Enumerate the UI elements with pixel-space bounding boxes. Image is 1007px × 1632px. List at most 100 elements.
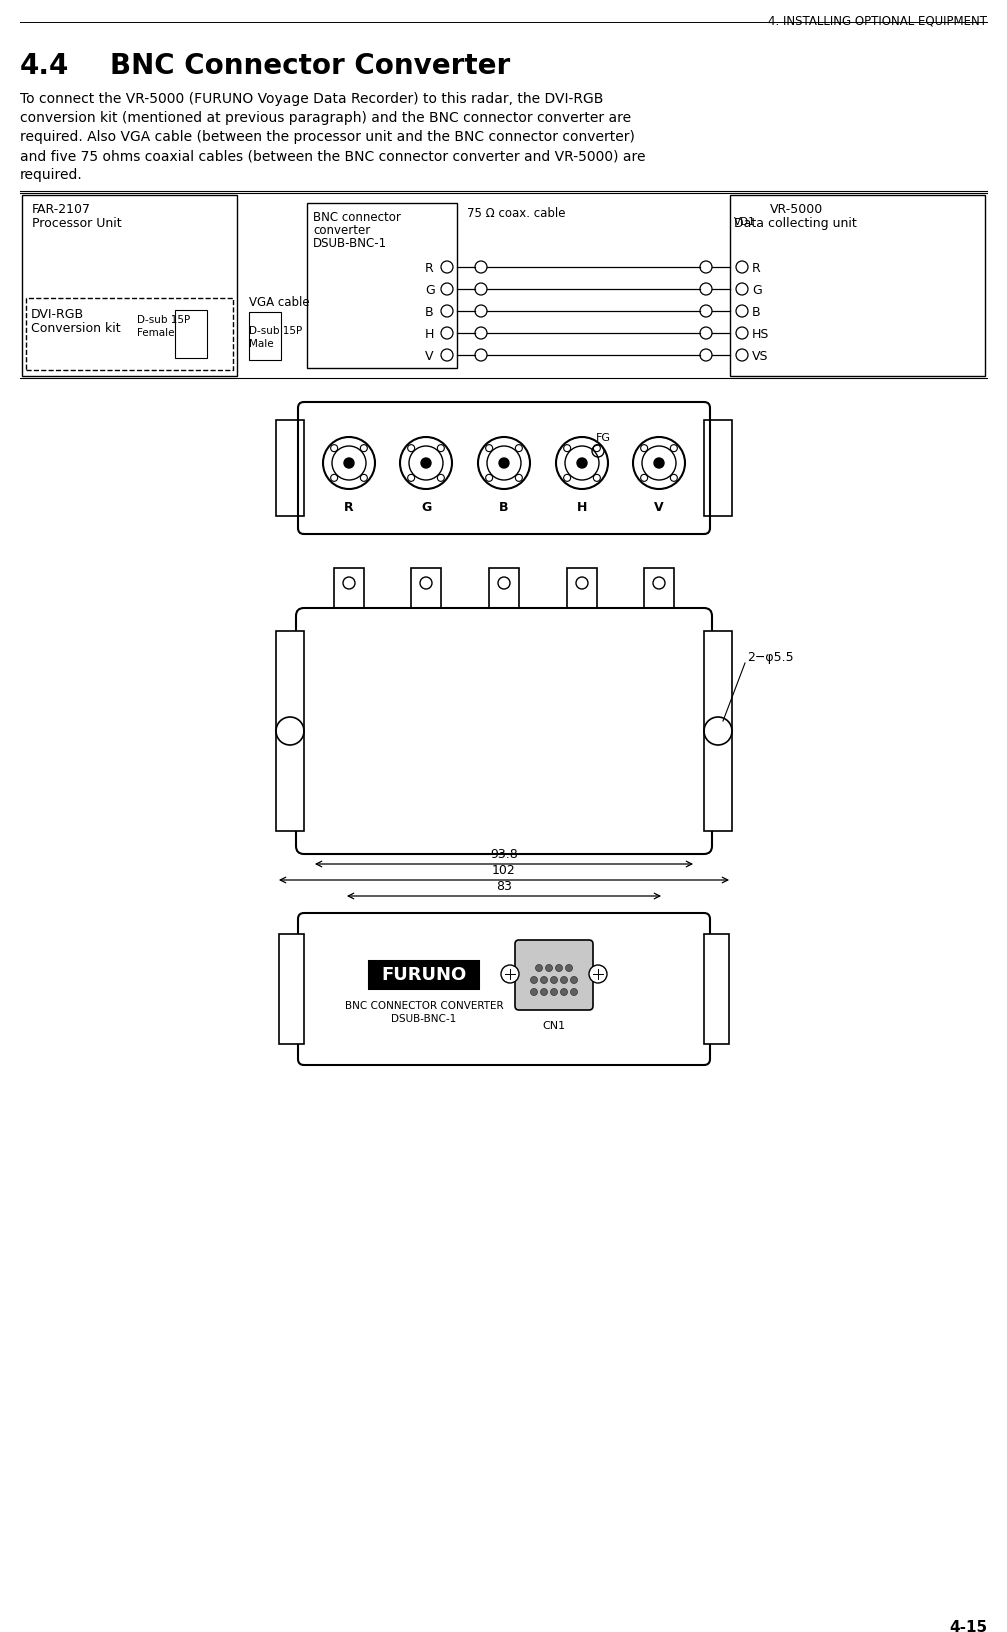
FancyBboxPatch shape — [515, 940, 593, 1010]
Text: converter: converter — [313, 224, 371, 237]
Circle shape — [556, 965, 563, 971]
Circle shape — [536, 965, 543, 971]
Circle shape — [531, 976, 538, 984]
Bar — [175, 310, 207, 357]
Circle shape — [408, 444, 415, 452]
Text: V: V — [655, 501, 664, 514]
Text: BNC Connector Converter: BNC Connector Converter — [110, 52, 511, 80]
Text: FURUNO: FURUNO — [382, 966, 466, 984]
Circle shape — [344, 459, 354, 468]
Circle shape — [499, 459, 509, 468]
Circle shape — [640, 475, 648, 481]
Text: 4.4: 4.4 — [20, 52, 69, 80]
Text: BNC CONNECTOR CONVERTER: BNC CONNECTOR CONVERTER — [344, 1000, 504, 1010]
Text: CN1: CN1 — [543, 1022, 566, 1031]
Text: 83: 83 — [496, 880, 512, 893]
Text: B: B — [425, 307, 434, 318]
Circle shape — [577, 459, 587, 468]
FancyBboxPatch shape — [296, 609, 712, 854]
Text: 75 Ω coax. cable: 75 Ω coax. cable — [467, 207, 566, 220]
Circle shape — [561, 976, 568, 984]
Circle shape — [531, 989, 538, 996]
Bar — [644, 568, 674, 615]
Text: 102: 102 — [492, 863, 516, 876]
Circle shape — [671, 475, 678, 481]
Bar — [276, 632, 304, 831]
Bar — [411, 568, 441, 615]
Text: V: V — [425, 349, 433, 362]
Circle shape — [571, 976, 577, 984]
Text: VR-5000: VR-5000 — [770, 202, 824, 215]
Text: VS: VS — [752, 349, 768, 362]
Circle shape — [361, 475, 368, 481]
Bar — [307, 202, 457, 367]
Text: conversion kit (mentioned at previous paragraph) and the BNC connector converter: conversion kit (mentioned at previous pa… — [20, 111, 631, 126]
Text: FAR-2107: FAR-2107 — [32, 202, 91, 215]
Text: Female: Female — [137, 328, 174, 338]
Circle shape — [654, 459, 664, 468]
Bar — [704, 934, 729, 1044]
Bar — [22, 194, 237, 375]
Circle shape — [421, 459, 431, 468]
Bar — [730, 194, 985, 375]
Bar — [334, 568, 364, 615]
Circle shape — [437, 475, 444, 481]
Circle shape — [566, 965, 573, 971]
Circle shape — [571, 989, 577, 996]
Circle shape — [361, 444, 368, 452]
Circle shape — [541, 989, 548, 996]
Circle shape — [546, 965, 553, 971]
Circle shape — [408, 475, 415, 481]
Text: R: R — [752, 263, 760, 276]
Text: VGA cable: VGA cable — [249, 295, 309, 308]
Text: VD1: VD1 — [734, 217, 755, 227]
Circle shape — [671, 444, 678, 452]
Text: Data collecting unit: Data collecting unit — [734, 217, 857, 230]
Text: and five 75 ohms coaxial cables (between the BNC connector converter and VR-5000: and five 75 ohms coaxial cables (between… — [20, 149, 645, 163]
Circle shape — [593, 475, 600, 481]
Bar — [249, 312, 281, 361]
Bar — [369, 961, 479, 989]
FancyBboxPatch shape — [298, 912, 710, 1066]
Text: G: G — [425, 284, 435, 297]
Text: DVI-RGB: DVI-RGB — [31, 308, 85, 322]
Circle shape — [551, 976, 558, 984]
Text: required. Also VGA cable (between the processor unit and the BNC connector conve: required. Also VGA cable (between the pr… — [20, 131, 634, 144]
Bar — [279, 934, 304, 1044]
Bar — [704, 632, 732, 831]
Text: Male: Male — [249, 339, 274, 349]
Bar — [567, 568, 597, 615]
Circle shape — [437, 444, 444, 452]
Text: R: R — [344, 501, 353, 514]
Text: D-sub 15P: D-sub 15P — [137, 315, 190, 325]
Text: Conversion kit: Conversion kit — [31, 322, 121, 335]
Text: H: H — [577, 501, 587, 514]
Text: required.: required. — [20, 168, 83, 183]
Text: 2−φ5.5: 2−φ5.5 — [747, 651, 794, 664]
Bar — [489, 568, 519, 615]
Text: DSUB-BNC-1: DSUB-BNC-1 — [392, 1013, 456, 1023]
Text: D-sub 15P: D-sub 15P — [249, 326, 302, 336]
Circle shape — [516, 475, 523, 481]
Text: B: B — [499, 501, 509, 514]
Circle shape — [640, 444, 648, 452]
Circle shape — [589, 965, 607, 982]
Circle shape — [593, 444, 600, 452]
Bar — [26, 299, 233, 370]
Circle shape — [485, 475, 492, 481]
Text: 4. INSTALLING OPTIONAL EQUIPMENT: 4. INSTALLING OPTIONAL EQUIPMENT — [768, 15, 987, 28]
Text: BNC connector: BNC connector — [313, 211, 401, 224]
Text: H: H — [425, 328, 434, 341]
Text: Processor Unit: Processor Unit — [32, 217, 122, 230]
Circle shape — [501, 965, 519, 982]
Text: DSUB-BNC-1: DSUB-BNC-1 — [313, 237, 387, 250]
Circle shape — [516, 444, 523, 452]
Circle shape — [551, 989, 558, 996]
Circle shape — [541, 976, 548, 984]
Text: 93.8: 93.8 — [490, 849, 518, 862]
Text: G: G — [752, 284, 761, 297]
Text: FG: FG — [596, 432, 611, 442]
Circle shape — [330, 475, 337, 481]
Circle shape — [330, 444, 337, 452]
Circle shape — [561, 989, 568, 996]
